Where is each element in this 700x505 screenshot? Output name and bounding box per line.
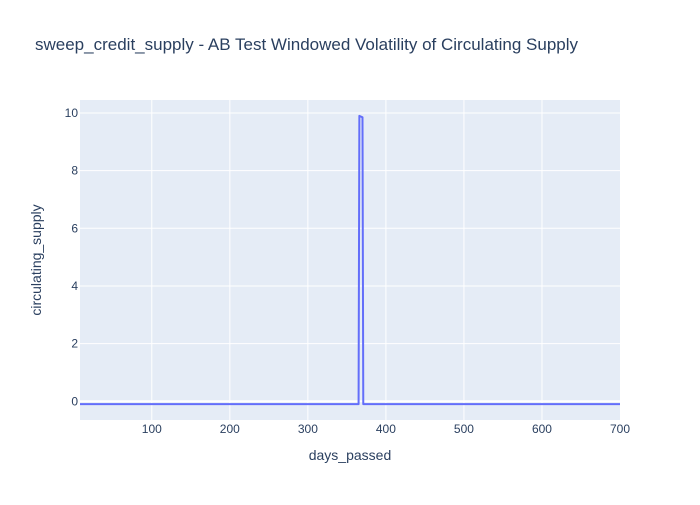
x-axis-ticks: 100 200 300 400 500 600 700: [142, 422, 631, 436]
y-axis-ticks: 0 2 4 6 8 10: [65, 106, 79, 408]
chart-title: sweep_credit_supply - AB Test Windowed V…: [35, 35, 579, 54]
x-tick-label: 400: [376, 422, 396, 436]
y-tick-label: 10: [65, 106, 79, 120]
y-tick-label: 4: [71, 279, 78, 293]
x-axis-title: days_passed: [309, 447, 392, 463]
x-tick-label: 700: [610, 422, 630, 436]
x-tick-label: 200: [220, 422, 240, 436]
grid-lines: [80, 100, 620, 420]
x-tick-label: 100: [142, 422, 162, 436]
series-line: [80, 114, 620, 406]
y-tick-label: 2: [71, 337, 78, 351]
y-axis-title: circulating_supply: [28, 204, 44, 315]
y-tick-label: 0: [71, 394, 78, 408]
series-layer: [80, 114, 620, 406]
x-tick-label: 600: [532, 422, 552, 436]
plot-area: [80, 100, 620, 420]
x-tick-label: 300: [298, 422, 318, 436]
y-tick-label: 8: [71, 164, 78, 178]
x-tick-label: 500: [454, 422, 474, 436]
y-tick-label: 6: [71, 221, 78, 235]
